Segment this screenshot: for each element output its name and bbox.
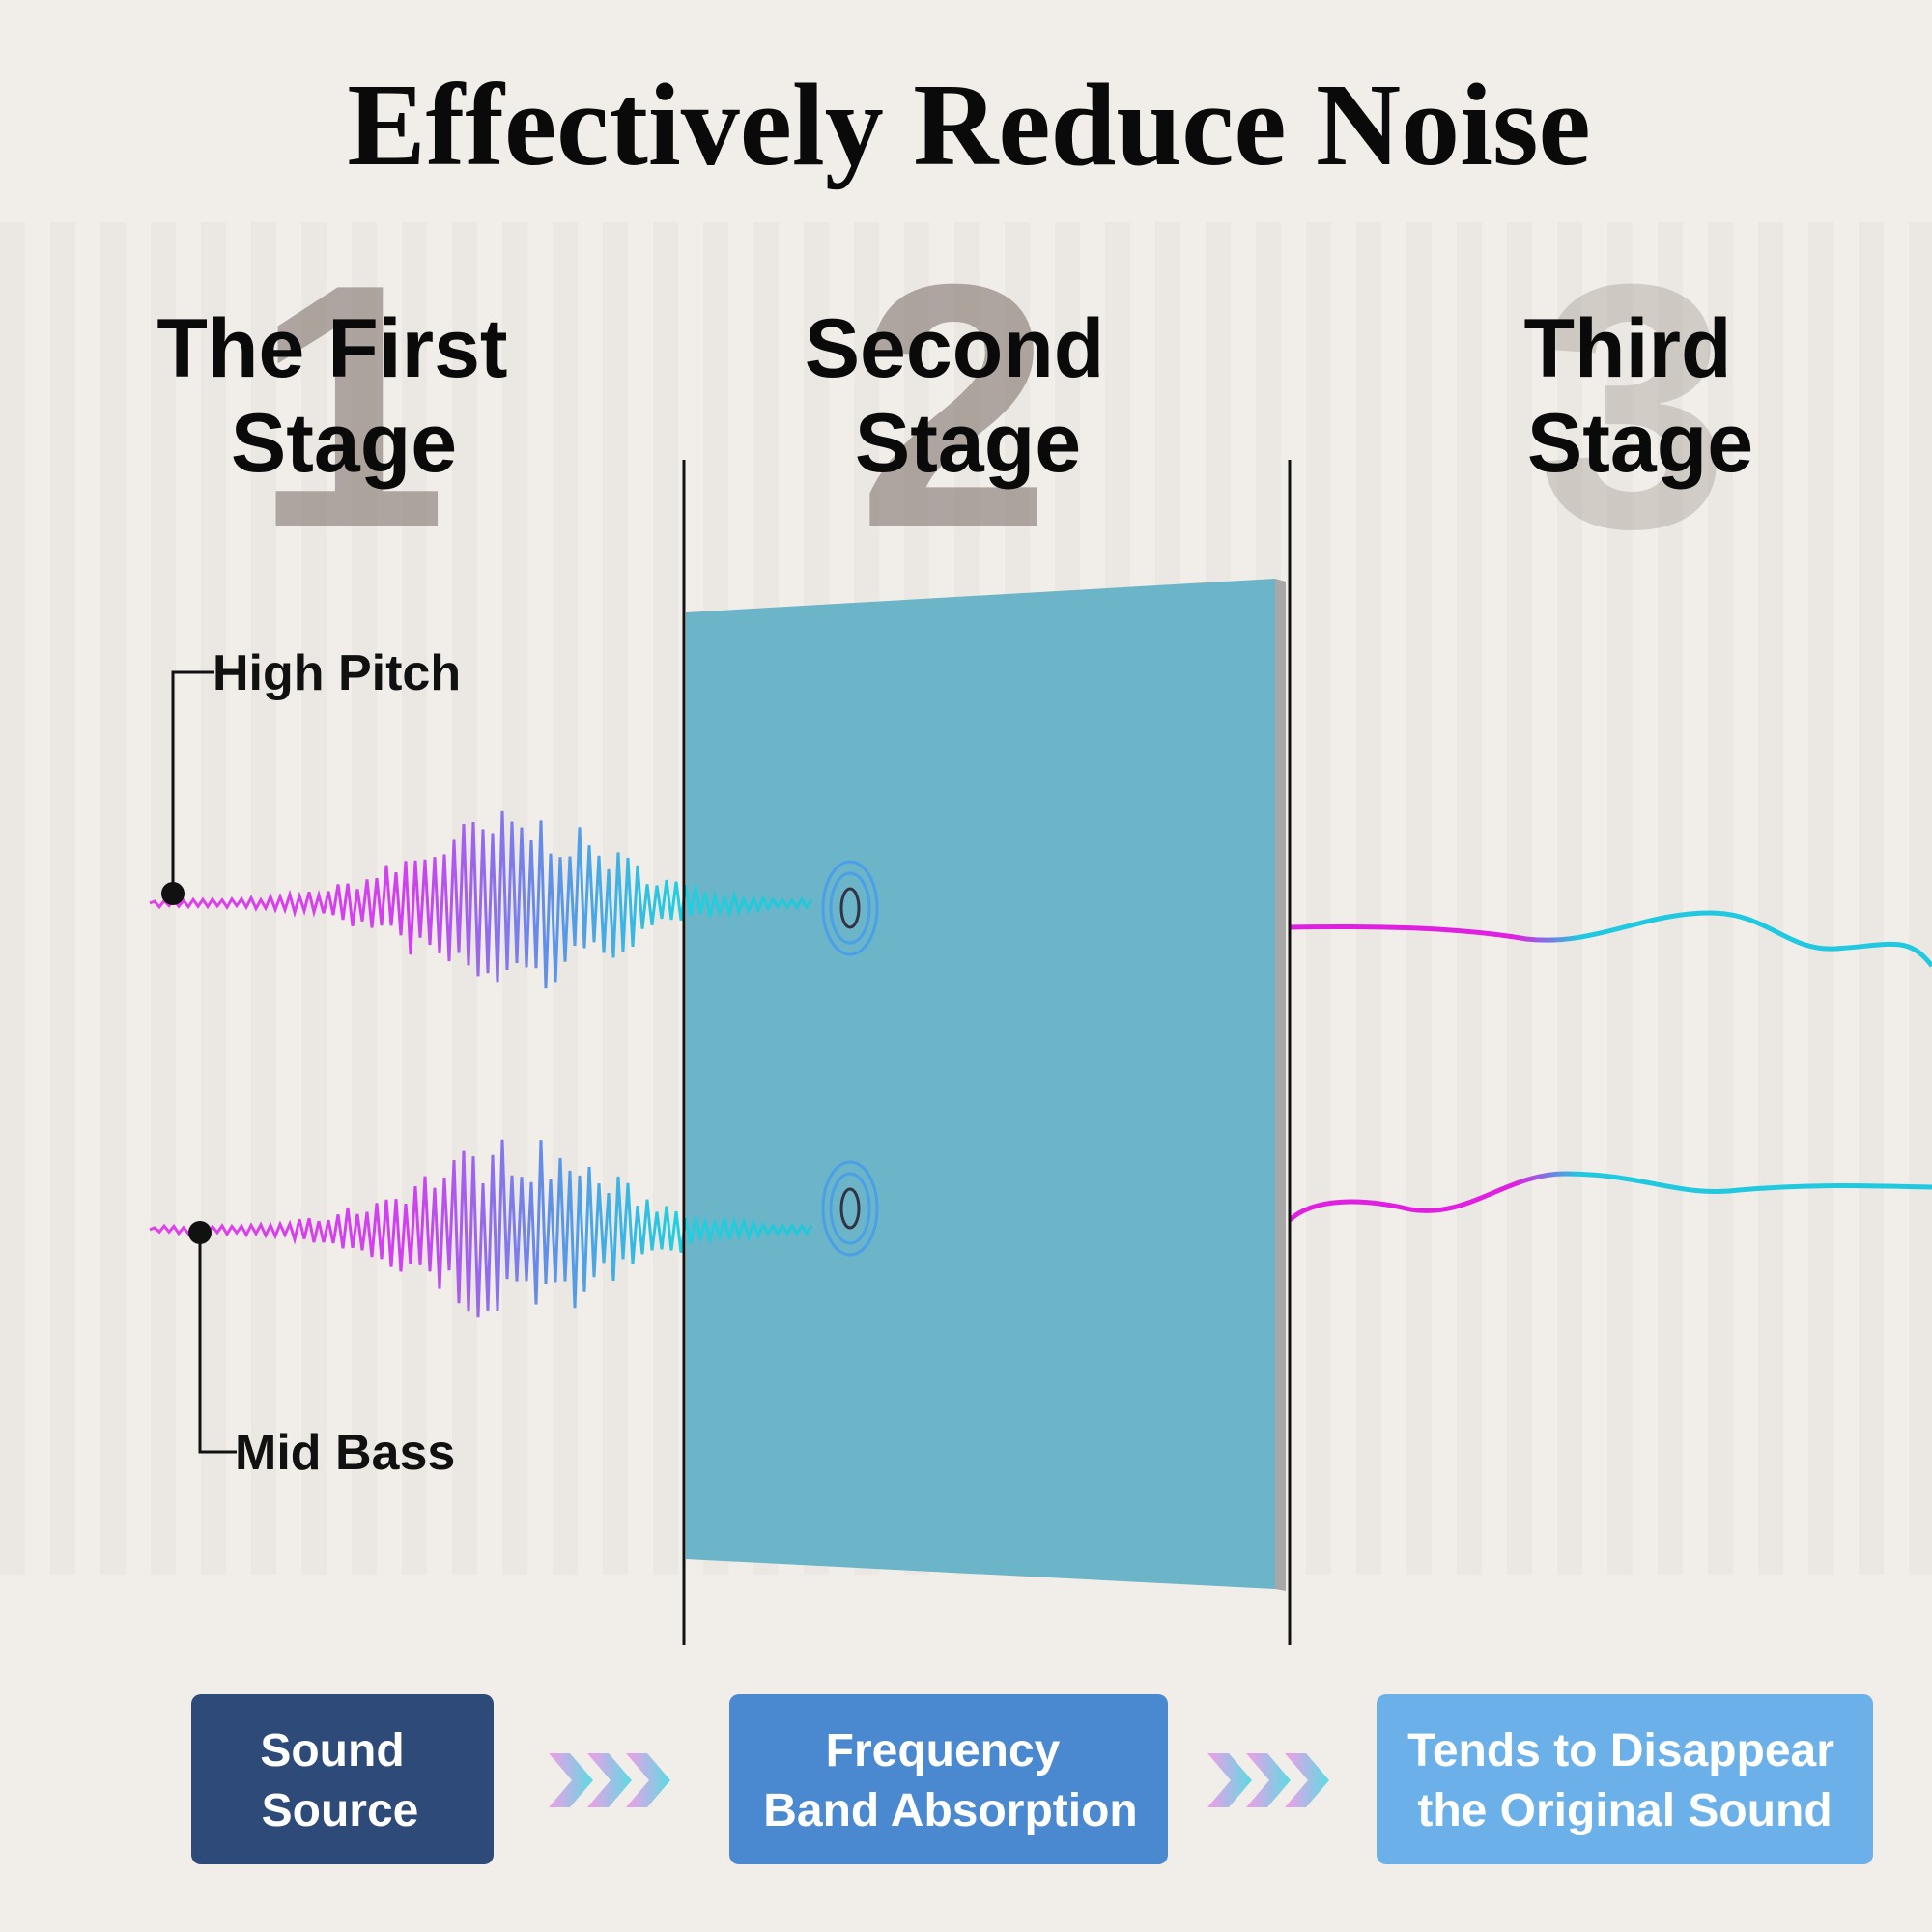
stripe xyxy=(1708,222,1733,1575)
stripe xyxy=(1356,222,1381,1575)
stage-title: Stage xyxy=(231,397,457,490)
stage-title: The First xyxy=(156,302,507,395)
stripe xyxy=(553,222,578,1575)
step-text: Sound xyxy=(260,1725,404,1776)
stage-title: Second xyxy=(805,302,1105,395)
leaders xyxy=(171,670,237,1454)
chevron xyxy=(1246,1753,1291,1807)
step-text: the Original Sound xyxy=(1417,1785,1832,1836)
acoustic-panel xyxy=(686,579,1275,1589)
stage-title: Third xyxy=(1524,302,1732,395)
stage-number: 1 xyxy=(254,213,447,601)
step-text: Frequency xyxy=(826,1725,1061,1776)
stage-number: 2 xyxy=(858,213,1051,601)
stripe xyxy=(100,222,126,1575)
stripe xyxy=(1658,222,1683,1575)
stripe xyxy=(1859,222,1884,1575)
stage-title: Stage xyxy=(855,397,1081,490)
dot xyxy=(161,882,185,905)
step-box xyxy=(1377,1694,1873,1864)
panel-edge xyxy=(1275,579,1286,1591)
stripe xyxy=(1406,222,1432,1575)
stage-title: Stage xyxy=(1527,397,1753,490)
chevron xyxy=(626,1753,670,1807)
stripe xyxy=(1507,222,1532,1575)
label: Mid Bass xyxy=(235,1425,455,1481)
residual-wave xyxy=(1289,910,1932,968)
chevron xyxy=(1285,1753,1329,1807)
stripe xyxy=(1808,222,1833,1575)
sound-wave xyxy=(149,810,813,989)
stripe xyxy=(1758,222,1783,1575)
stage-number: 3 xyxy=(1536,213,1729,601)
chevron xyxy=(1208,1753,1252,1807)
chevron xyxy=(587,1753,632,1807)
waves xyxy=(149,810,1932,1318)
residual-wave xyxy=(1288,1171,1932,1222)
stripe xyxy=(50,222,75,1575)
label: High Pitch xyxy=(213,645,461,701)
step-text: Tends to Disappear xyxy=(1407,1725,1834,1776)
stripe xyxy=(1909,222,1932,1575)
stripe xyxy=(0,222,25,1575)
title: Effectively Reduce Noise xyxy=(347,60,1590,190)
rings xyxy=(821,860,879,1257)
stripe xyxy=(1607,222,1633,1575)
step-box xyxy=(729,1694,1168,1864)
stripe xyxy=(1457,222,1482,1575)
stripe xyxy=(1306,222,1331,1575)
chevron xyxy=(549,1753,593,1807)
step-box xyxy=(191,1694,494,1864)
step-text: Source xyxy=(262,1785,419,1836)
stripe xyxy=(301,222,327,1575)
stripe xyxy=(1557,222,1582,1575)
chevrons xyxy=(549,1753,1329,1807)
dot xyxy=(188,1221,212,1244)
step-text: Band Absorption xyxy=(763,1785,1138,1836)
sound-wave xyxy=(149,1139,813,1318)
